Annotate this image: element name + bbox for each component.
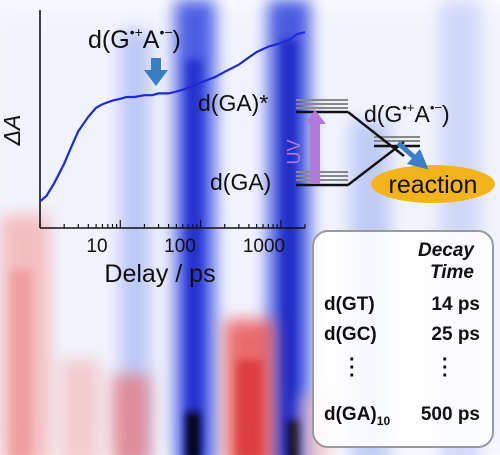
table-row-time: 25 ps xyxy=(431,324,480,345)
energy-level-diagram: d(GA)* d(GA) UV xyxy=(198,90,495,203)
table-row-sample: d(GT) xyxy=(324,294,375,315)
reaction-ellipse xyxy=(371,165,495,203)
table-ellipsis-left: · · · xyxy=(349,349,356,387)
table-row-sample: d(GC) xyxy=(324,324,377,345)
table-header-line1: Decay xyxy=(418,240,474,261)
table-header-line2: Time xyxy=(429,262,474,283)
table-ellipsis-right: · · · xyxy=(442,349,449,387)
ground-state-label: d(GA) xyxy=(210,169,271,195)
x-tick-label-1000: 1000 xyxy=(243,236,285,257)
down-arrow-icon xyxy=(144,58,168,86)
x-axis-label: Delay / ps xyxy=(104,260,215,288)
x-tick-label-100: 100 xyxy=(164,236,196,257)
recombination-line xyxy=(347,141,405,186)
kinetic-trace-line xyxy=(39,31,306,203)
uv-arrow-head-icon xyxy=(304,110,326,124)
x-tick-label-10: 10 xyxy=(86,236,107,257)
x-axis-ticks xyxy=(39,220,306,228)
y-axis-label: ΔA xyxy=(0,115,25,147)
kinetics-plot: ΔA 10 100 1000 Delay / ps xyxy=(0,10,306,288)
table-row-time-last: 500 ps xyxy=(420,404,480,425)
excited-state-levels xyxy=(296,99,348,114)
reaction-label: reaction xyxy=(389,171,478,199)
decay-time-table: Decay Time d(GT) 14 ps d(GC) 25 ps · · · ·… xyxy=(312,230,494,448)
ground-state-levels xyxy=(296,171,348,187)
table-row-time: 14 ps xyxy=(431,294,480,315)
table-row-sample-last: d(GA)10 xyxy=(324,404,391,428)
uv-label: UV xyxy=(284,139,304,164)
excited-state-label: d(GA)* xyxy=(198,90,268,116)
reaction-arrow-icon xyxy=(396,141,429,170)
plot-annotation-radical-pair: d(G•+A•−) xyxy=(88,24,181,54)
charge-separated-state-label: d(G•+A•−) xyxy=(364,100,450,127)
uv-excitation-bar xyxy=(310,120,320,184)
